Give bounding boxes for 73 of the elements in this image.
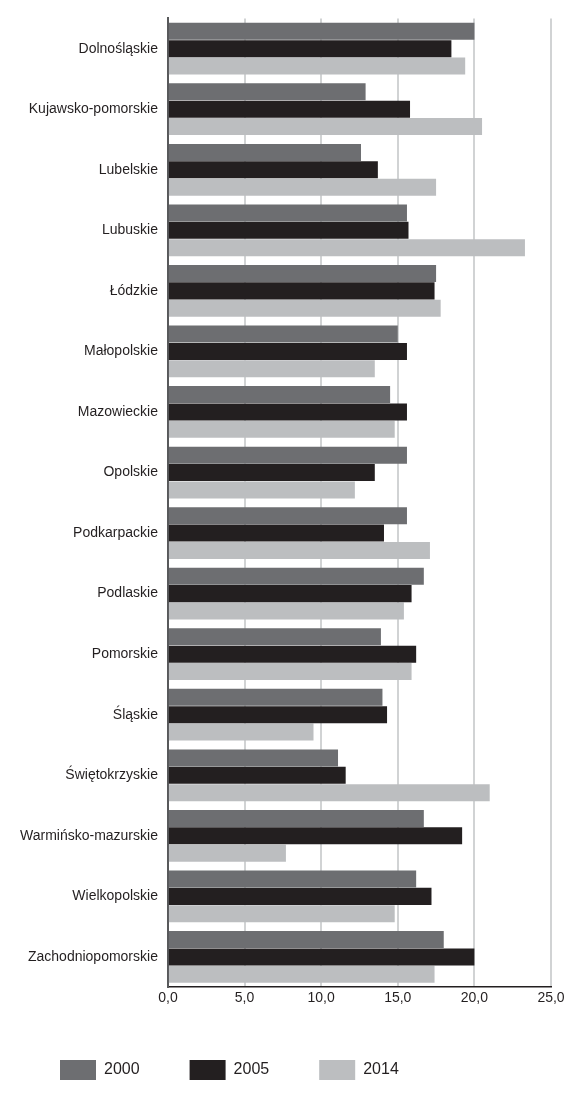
bar (168, 221, 409, 239)
bar (168, 204, 407, 222)
bar (168, 100, 411, 118)
bar (168, 749, 339, 767)
x-tick-label: 20,0 (460, 989, 489, 1006)
bar (168, 40, 452, 58)
bar (168, 809, 424, 827)
legend-label: 2000 (104, 1060, 140, 1078)
bar (168, 143, 361, 161)
bar (168, 299, 441, 317)
bar (168, 325, 398, 343)
x-tick-label: 25,0 (537, 989, 565, 1006)
bar (168, 706, 388, 724)
bar (168, 948, 475, 966)
bar (168, 342, 407, 360)
y-tick-label: Podlaskie (97, 584, 159, 601)
bar (168, 931, 444, 949)
y-tick-label: Lubelskie (98, 160, 159, 177)
bar (168, 723, 314, 741)
y-tick-label: Mazowieckie (77, 402, 159, 419)
bar (168, 766, 346, 784)
x-tick-label: 15,0 (384, 989, 412, 1006)
y-tick-label: Łódzkie (109, 281, 159, 298)
y-tick-label: Lubuskie (101, 221, 159, 238)
bar (168, 178, 437, 196)
bar (168, 507, 407, 525)
bar (168, 360, 375, 378)
bar (168, 57, 466, 75)
bar (168, 282, 435, 300)
bar (168, 663, 412, 681)
bar (168, 386, 391, 404)
x-tick-label: 10,0 (307, 989, 335, 1006)
y-tick-label: Warmińsko-mazurskie (19, 826, 159, 843)
y-tick-label: Podkarpackie (73, 523, 159, 540)
x-tick-label: 0,0 (158, 989, 178, 1006)
bar (168, 22, 475, 40)
bar (168, 784, 490, 802)
bar (168, 585, 412, 603)
y-tick-label: Dolnośląskie (78, 39, 159, 56)
bar (168, 524, 384, 542)
y-tick-label: Kujawsko-pomorskie (28, 100, 159, 117)
y-tick-label: Opolskie (103, 463, 159, 480)
y-tick-label: Małopolskie (84, 342, 159, 359)
bar (168, 887, 432, 905)
y-tick-label: Wielkopolskie (72, 887, 159, 904)
bar (168, 161, 378, 179)
bar (168, 239, 525, 257)
bar (168, 827, 463, 845)
bar (168, 541, 430, 559)
x-tick-label: 5,0 (234, 989, 255, 1006)
legend-label: 2014 (363, 1060, 399, 1078)
bar (168, 265, 437, 283)
bar (168, 645, 417, 663)
bar (168, 446, 407, 464)
bar (168, 118, 483, 136)
bar (168, 965, 435, 983)
legend-label: 2005 (233, 1060, 270, 1078)
bar (168, 481, 355, 499)
y-tick-label: Pomorskie (91, 645, 159, 662)
bar (168, 844, 286, 862)
bar (168, 870, 417, 888)
bar (168, 567, 424, 585)
bar (168, 464, 375, 482)
bar (168, 905, 395, 923)
bar (168, 403, 407, 421)
bar (168, 628, 381, 646)
y-tick-label: Śląskie (112, 704, 159, 722)
bar (168, 420, 395, 438)
bar (168, 688, 383, 706)
bar (168, 83, 366, 101)
y-tick-label: Świętokrzyskie (65, 765, 159, 783)
y-tick-label: Zachodniopomorskie (27, 947, 159, 964)
bar (168, 602, 404, 620)
